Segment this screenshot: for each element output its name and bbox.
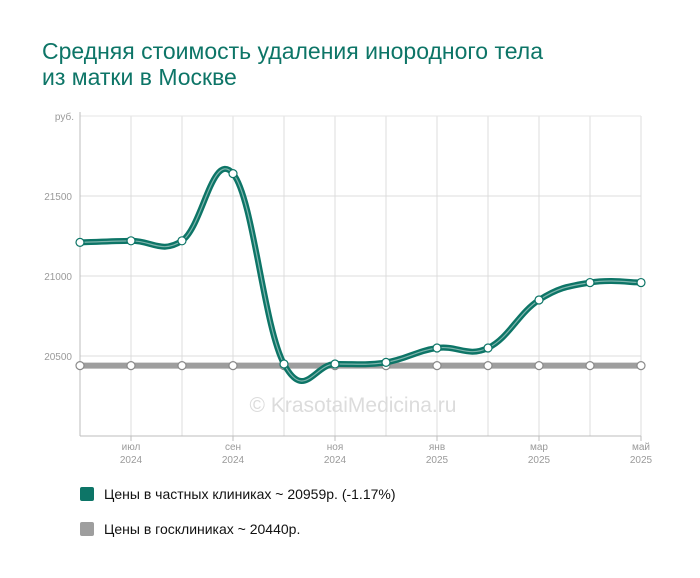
y-tick-label: 20500 — [44, 352, 72, 363]
x-tick-label-year: 2025 — [528, 455, 551, 466]
data-point-public — [534, 361, 544, 371]
x-tick-label: май — [632, 442, 650, 453]
data-point-public — [126, 361, 136, 371]
x-tick-label: янв — [429, 442, 445, 453]
data-point-private — [177, 236, 187, 246]
x-tick-label-year: 2024 — [120, 455, 143, 466]
x-tick-label: сен — [225, 442, 241, 453]
legend-item-public[interactable]: Цены в госклиниках ~ 20440р. — [80, 521, 300, 537]
legend-item-private[interactable]: Цены в частных клиниках ~ 20959р. (-1.17… — [80, 486, 396, 502]
data-point-public — [483, 361, 493, 371]
data-point-private — [585, 277, 595, 288]
legend-swatch-private — [80, 487, 94, 501]
legend-swatch-public — [80, 522, 94, 536]
chart-title-line2: из матки в Москве — [42, 64, 237, 90]
data-point-private — [534, 295, 544, 305]
data-point-public — [75, 361, 85, 371]
y-tick-label: 21500 — [44, 192, 72, 203]
data-point-private — [381, 357, 391, 367]
data-point-private — [75, 237, 85, 247]
x-tick-label: ноя — [327, 442, 344, 453]
series-line-private-highlight — [79, 168, 642, 382]
y-unit-label: руб. — [55, 111, 74, 123]
chart-title: Средняя стоимость удаления инородного те… — [42, 38, 662, 90]
data-point-public — [228, 361, 238, 371]
data-point-public — [636, 361, 646, 371]
x-tick-label: июл — [122, 442, 141, 453]
data-point-private — [483, 343, 493, 353]
legend-label-private: Цены в частных клиниках ~ 20959р. (-1.17… — [104, 486, 396, 502]
data-point-private — [228, 169, 238, 179]
data-point-private — [432, 343, 442, 353]
x-tick-label-year: 2025 — [426, 455, 449, 466]
data-point-private — [330, 359, 340, 369]
x-tick-label-year: 2024 — [222, 455, 245, 466]
legend-label-public: Цены в госклиниках ~ 20440р. — [104, 521, 301, 537]
series-line-private — [79, 166, 642, 384]
x-tick-label-year: 2025 — [630, 455, 653, 466]
data-point-public — [432, 361, 442, 371]
chart-title-line1: Средняя стоимость удаления инородного те… — [42, 38, 544, 64]
watermark: © KrasotaiMedicina.ru — [250, 394, 457, 417]
data-point-private — [636, 277, 646, 288]
data-point-public — [585, 361, 595, 371]
data-point-private — [126, 236, 136, 246]
x-tick-label: мар — [530, 442, 548, 453]
y-tick-label: 21000 — [44, 272, 72, 283]
data-point-private — [279, 359, 289, 369]
x-tick-label-year: 2024 — [324, 455, 347, 466]
data-point-public — [177, 361, 187, 371]
